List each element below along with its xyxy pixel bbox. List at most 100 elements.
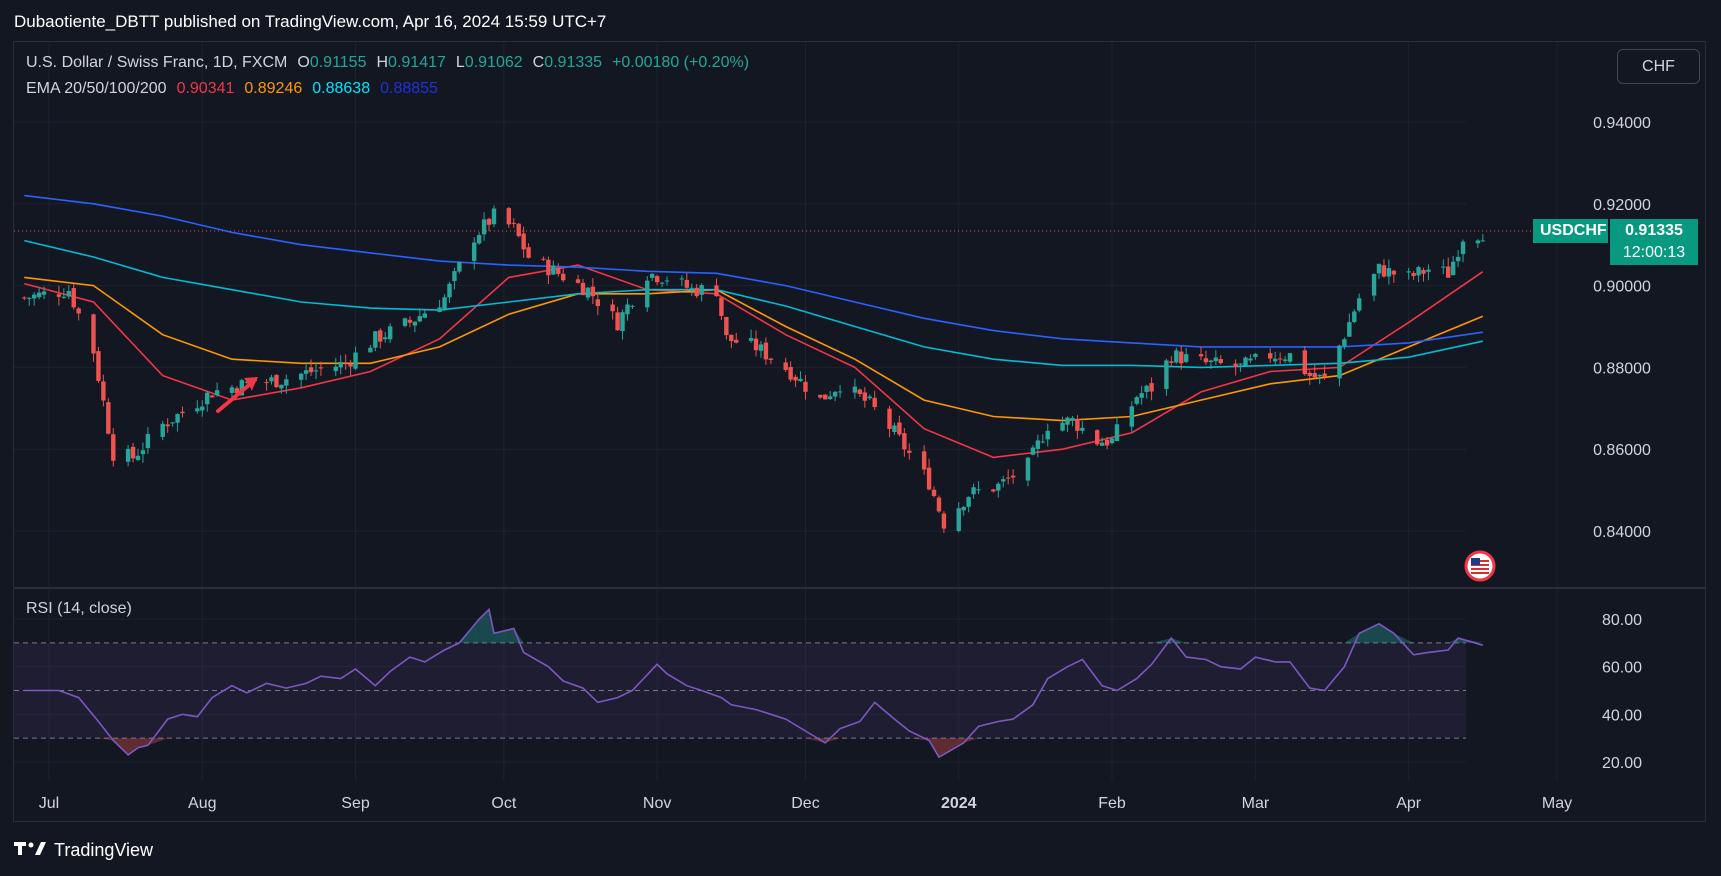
rsi-tick-label: 80.00 xyxy=(1602,612,1642,629)
candle-up xyxy=(481,219,487,235)
candle-down xyxy=(897,422,902,435)
candle-up xyxy=(827,396,833,399)
candle-up xyxy=(551,265,556,275)
candle-up xyxy=(1455,256,1461,262)
candle-up xyxy=(625,304,630,315)
candle-up xyxy=(472,242,477,261)
candle-up xyxy=(976,489,981,491)
candle-down xyxy=(783,362,788,370)
candle-up xyxy=(1144,385,1149,392)
tradingview-brand[interactable]: TradingView xyxy=(14,840,153,861)
candle-down xyxy=(378,330,383,342)
candle-up xyxy=(971,487,976,495)
candle-down xyxy=(615,312,620,331)
candle-up xyxy=(1243,357,1248,366)
rsi-zone-fill xyxy=(1458,638,1483,643)
candle-down xyxy=(71,288,76,308)
x-tick-label: Aug xyxy=(188,795,216,812)
candle-down xyxy=(921,451,927,470)
rsi-zone-fill xyxy=(1393,633,1414,643)
candle-down xyxy=(1446,266,1451,278)
rsi-line xyxy=(24,607,1484,759)
currency-button[interactable]: CHF xyxy=(1617,49,1700,84)
candle-up xyxy=(1238,363,1243,365)
symbol-price-label: USDCHF xyxy=(1533,219,1608,243)
candle-down xyxy=(1268,353,1273,359)
y-tick-label: 0.90000 xyxy=(1593,279,1651,296)
candle-up xyxy=(664,280,670,282)
candle-up xyxy=(996,483,1001,491)
last-price-label: 0.91335 12:00:13 xyxy=(1610,219,1698,265)
candle-up xyxy=(452,271,457,282)
candle-up xyxy=(353,352,358,369)
candle-up xyxy=(313,370,319,372)
candle-down xyxy=(1149,383,1154,392)
candle-down xyxy=(56,294,62,297)
candle-down xyxy=(862,392,868,401)
ema-line-ema100 xyxy=(24,239,1483,369)
candle-down xyxy=(575,279,581,283)
candle-up xyxy=(1174,350,1179,363)
candle-up xyxy=(892,425,897,433)
y-tick-label: 0.94000 xyxy=(1593,115,1651,132)
candle-up xyxy=(476,235,482,244)
candle-down xyxy=(714,285,719,297)
close-value: 0.91335 xyxy=(544,54,603,71)
candle-down xyxy=(936,497,942,512)
candle-down xyxy=(1322,373,1327,377)
candle-down xyxy=(1218,359,1223,364)
candle-down xyxy=(734,339,739,343)
candle-down xyxy=(1104,439,1110,446)
candle-up xyxy=(402,318,408,326)
candle-down xyxy=(768,358,774,361)
candle-up xyxy=(1450,261,1456,276)
ema-lines xyxy=(24,194,1484,459)
candle-up xyxy=(170,422,175,424)
candle-up xyxy=(1480,240,1486,242)
rsi-tick-label: 60.00 xyxy=(1602,660,1642,677)
candle-down xyxy=(318,367,324,369)
candle-up xyxy=(832,391,838,397)
candle-up xyxy=(175,414,180,423)
candle-up xyxy=(412,321,418,326)
change-value: +0.00180 (+0.20%) xyxy=(612,54,750,71)
candle-down xyxy=(407,319,413,323)
candle-down xyxy=(803,381,808,392)
candle-up xyxy=(689,287,694,289)
candle-up xyxy=(422,313,427,318)
candle-down xyxy=(1411,272,1416,277)
brand-name: TradingView xyxy=(54,840,154,860)
candle-down xyxy=(590,286,596,297)
flag-canton xyxy=(1471,558,1480,565)
rsi-zone-fill xyxy=(513,628,524,643)
candle-down xyxy=(694,287,699,297)
candle-up xyxy=(1272,358,1278,362)
candle-up xyxy=(27,297,32,299)
candle-down xyxy=(101,381,106,401)
y-tick-label: 0.84000 xyxy=(1593,524,1651,541)
candle-down xyxy=(1075,418,1080,431)
candle-down xyxy=(1307,372,1312,376)
candle-up xyxy=(303,370,309,374)
axes: Jul Aug Sep Oct Nov Dec 2024 Feb Mar Apr May 0.9400… xyxy=(39,115,1651,812)
high-label: H xyxy=(376,54,389,71)
candle-down xyxy=(724,317,729,336)
candle-down xyxy=(111,434,116,461)
candle-up xyxy=(1139,393,1144,398)
candle-up xyxy=(748,337,754,341)
candle-up xyxy=(798,378,803,382)
candle-up xyxy=(61,296,67,298)
price-legend: U.S. Dollar / Swiss Franc, 1D, FXCM O0.91… xyxy=(26,54,749,72)
candle-up xyxy=(387,326,393,340)
candle-up xyxy=(1406,271,1411,273)
candle-up xyxy=(1060,422,1065,431)
candle-up xyxy=(1337,345,1342,379)
candle-down xyxy=(541,258,546,260)
candle-down xyxy=(857,389,863,395)
rsi-zone-fill xyxy=(1359,623,1380,643)
candle-up xyxy=(333,366,338,372)
candle-down xyxy=(76,308,81,314)
candle-up xyxy=(867,396,872,399)
rsi-zone-fill xyxy=(938,738,964,758)
